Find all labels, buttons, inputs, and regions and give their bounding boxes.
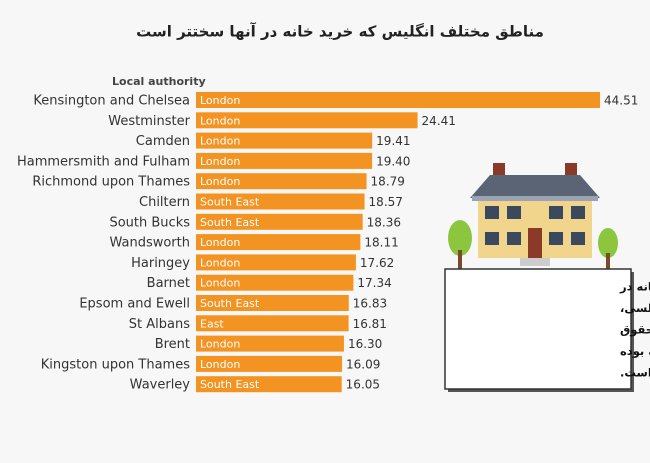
value-label: 17.34 — [357, 276, 391, 290]
bar — [196, 132, 373, 149]
bar — [196, 112, 418, 129]
value-label: 16.83 — [353, 297, 387, 311]
value-label: 16.09 — [346, 357, 380, 371]
region-label: London — [200, 175, 240, 188]
bar — [196, 213, 363, 230]
value-label: 16.05 — [346, 378, 380, 392]
region-label: London — [200, 358, 240, 371]
note-box — [444, 268, 632, 390]
value-label: 18.36 — [367, 215, 401, 229]
bar — [196, 274, 354, 291]
bar — [196, 152, 373, 169]
region-label: South East — [200, 297, 260, 310]
y-tick-label: Kingston upon Thames — [41, 357, 190, 372]
bar — [196, 234, 361, 251]
value-label: 16.30 — [348, 337, 382, 351]
region-label: London — [200, 256, 240, 269]
bar — [196, 295, 349, 311]
value-label: 18.11 — [364, 236, 398, 250]
y-tick-label: Westminster — [108, 114, 190, 129]
y-tick-label: Chiltern — [139, 195, 190, 210]
note-text: سالیانه ساکنین این منطقه بوده — [620, 344, 650, 359]
y-tick-label: South Bucks — [109, 215, 190, 230]
region-label: South East — [200, 378, 260, 391]
region-label: South East — [200, 216, 260, 229]
y-tick-label: Barnet — [147, 276, 190, 291]
region-label: London — [200, 236, 240, 249]
y-tick-label: Waverley — [130, 378, 191, 393]
value-label: 19.41 — [376, 134, 410, 148]
region-label: London — [200, 155, 240, 168]
y-tick-label: St Albans — [129, 317, 190, 332]
bar — [196, 335, 344, 352]
bar — [196, 173, 367, 190]
y-tick-label: Hammersmith and Fulham — [17, 154, 190, 169]
y-tick-label: Richmond upon Thames — [32, 175, 190, 190]
region-label: London — [200, 277, 240, 290]
y-tick-label: Camden — [136, 134, 190, 149]
y-tick-label: Haringey — [131, 256, 190, 271]
bar — [196, 376, 342, 393]
value-label: 16.81 — [353, 317, 387, 331]
region-label: East — [200, 317, 224, 330]
bar — [196, 355, 343, 372]
note-text: است. — [620, 366, 650, 380]
y-tick-label: Epsom and Ewell — [79, 297, 190, 312]
house-illustration — [448, 163, 618, 270]
value-label: 18.57 — [369, 195, 403, 209]
note-text: برای مثال، هزینه خرید خانه در — [619, 280, 650, 294]
y-tick-label: Brent — [155, 337, 190, 352]
bar — [196, 193, 365, 210]
value-label: 17.62 — [360, 256, 394, 270]
y-tick-label: Kensington and Chelsea — [33, 94, 190, 109]
note-text: منطقه کنزینگتون و چلسی، — [620, 301, 650, 316]
y-tick-label: Wandsworth — [109, 236, 190, 251]
column-header: Local authority — [112, 75, 206, 88]
bar — [196, 92, 600, 108]
note-text: ۴۴.۵۱ برابر میانگین حقوق — [620, 323, 650, 338]
value-label: 24.41 — [422, 114, 456, 128]
value-label: 18.79 — [371, 175, 405, 189]
region-label: London — [200, 114, 240, 127]
region-label: London — [200, 338, 240, 351]
region-label: London — [200, 94, 240, 107]
region-label: South East — [200, 196, 260, 209]
bar — [196, 315, 349, 332]
bar — [196, 254, 356, 271]
chart-title: مناطق مختلف انگلیس که خرید خانه در آنها … — [136, 23, 544, 41]
region-label: London — [200, 135, 240, 148]
value-label: 44.51 — [604, 94, 638, 108]
value-label: 19.40 — [376, 154, 410, 168]
